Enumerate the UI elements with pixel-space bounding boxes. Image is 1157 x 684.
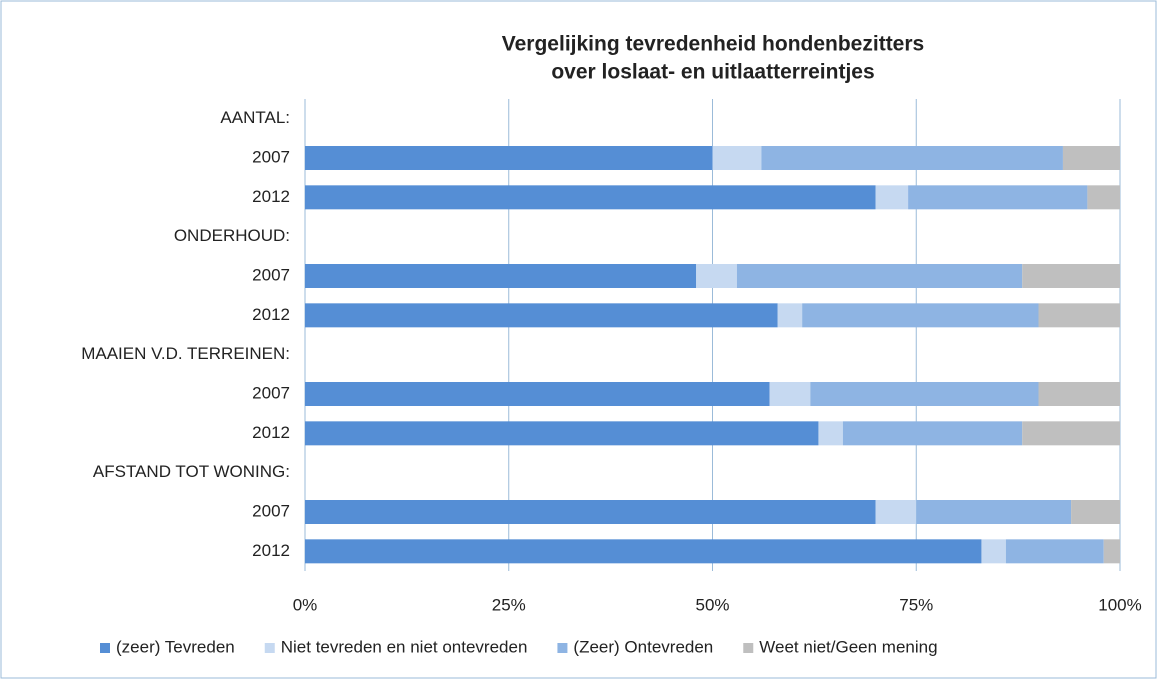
y-tick-label: 2012 [252,305,290,324]
x-tick-label: 25% [492,595,526,614]
legend-label: (Zeer) Ontevreden [573,637,713,656]
bar [305,500,876,524]
y-tick-label: AANTAL: [220,108,290,127]
y-tick-label: 2012 [252,187,290,206]
bar [1103,539,1120,564]
bar [736,264,1023,288]
bar [777,303,803,328]
legend-label: Niet tevreden en niet ontevreden [281,637,528,656]
legend-swatch [100,643,110,653]
legend-swatch [743,643,754,653]
bar [761,146,1063,170]
bar [305,421,819,446]
bar [842,421,1023,446]
bar [712,146,762,170]
bar [875,185,909,210]
y-tick-label: 2012 [252,423,290,442]
bar [1022,264,1120,288]
y-tick-label: MAAIEN V.D. TERREINEN: [81,344,290,363]
legend-label: (zeer) Tevreden [116,637,235,656]
legend-label: Weet niet/Geen mening [759,637,937,656]
y-tick-label: ONDERHOUD: [174,226,290,245]
bar [981,539,1006,564]
bar [1022,421,1120,446]
bar [1062,146,1120,170]
bar [1087,185,1120,210]
y-tick-label: 2007 [252,501,290,520]
x-tick-label: 75% [899,595,933,614]
bar [305,264,697,288]
chart-title: Vergelijking tevredenheid hondenbezitter… [502,33,924,56]
y-tick-label: 2007 [252,147,290,166]
bar [305,146,713,170]
bar [1038,303,1120,328]
bar [908,185,1088,210]
bar [305,539,982,564]
bar [802,303,1039,328]
y-tick-label: AFSTAND TOT WONING: [93,462,290,481]
x-tick-label: 50% [695,595,729,614]
x-tick-label: 0% [293,595,318,614]
bar [1071,500,1120,524]
y-tick-label: 2007 [252,383,290,402]
x-tick-label: 100% [1098,595,1141,614]
bar [305,382,770,406]
legend-swatch [557,643,568,653]
bar [810,382,1039,406]
bar [875,500,917,524]
y-tick-label: 2012 [252,541,290,560]
bar [305,303,778,328]
bar [1005,539,1104,564]
y-tick-label: 2007 [252,265,290,284]
chart-title: over loslaat- en uitlaatterreintjes [551,61,874,84]
bar [769,382,811,406]
bar [305,185,876,210]
bar [1038,382,1120,406]
bar [696,264,737,288]
bar [916,500,1072,524]
legend-swatch [264,643,275,653]
bar [818,421,843,446]
